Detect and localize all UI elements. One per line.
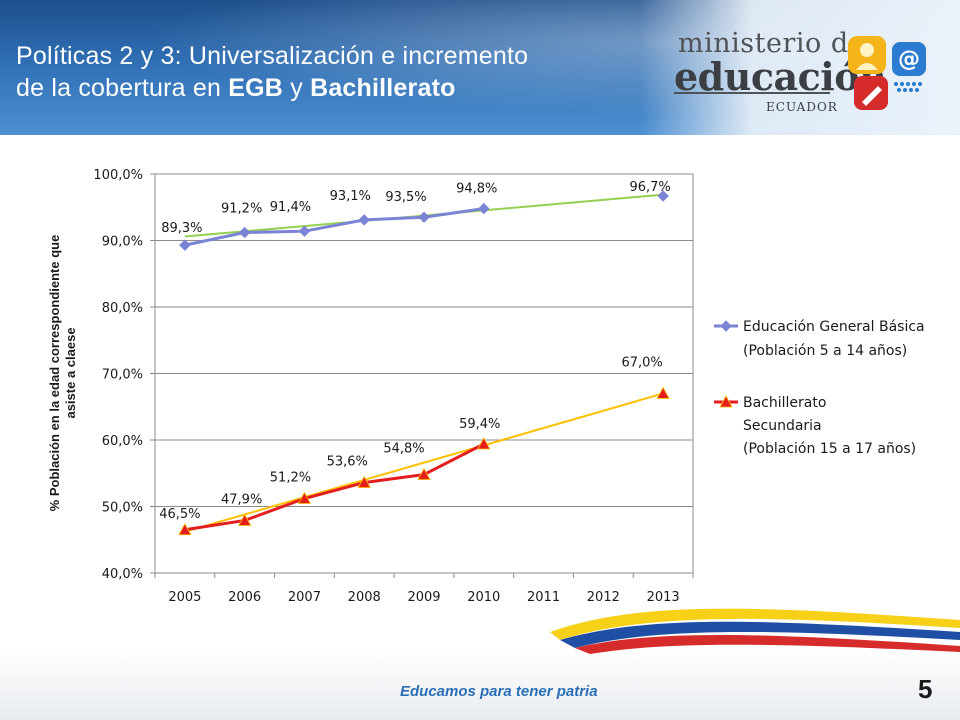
axis-layer: 40,0% 50,0% 60,0% 70,0% 80,0% 90,0% 100,0% 2005… [93,168,694,605]
y-axis-label-line2: asiste a claese [63,327,78,418]
data-label: 94,8% [456,182,497,197]
data-label: 91,4% [270,200,311,215]
x-tick-label: 2005 [168,590,201,605]
data-label: 54,8% [383,442,424,457]
diamond-marker [418,211,430,223]
data-label: 93,5% [385,190,426,205]
diamond-marker [179,239,191,251]
data-label: 91,2% [221,202,262,217]
legend-sublabel-bachillerato-1: Secundaria [743,418,822,434]
diamond-marker [657,190,669,202]
at-sign-icon [892,42,926,76]
legend-sublabel-bachillerato-2: (Población 15 a 17 años) [743,441,916,457]
y-tick-label: 60,0% [102,434,143,449]
triangle-marker [719,395,733,408]
series-1 [178,386,670,536]
data-label: 93,1% [330,189,371,204]
title-line2-a: de la cobertura en [16,74,229,102]
y-tick-label: 70,0% [102,368,143,383]
series-0 [180,191,668,250]
grid-layer [154,173,694,574]
legend-label-egb: Educación General Básica [743,319,925,335]
data-label: 47,9% [221,492,262,507]
footer-tagline: Educamos para tener patria [400,683,598,700]
flag-swoosh-blue [560,621,960,648]
diamond-marker [478,202,490,215]
diamond-marker [358,214,370,226]
logo-rule-left [674,92,830,94]
title-line1: Políticas 2 y 3: Universalización e incr… [16,42,529,70]
data-label: 89,3% [161,221,202,236]
footer-decoration [0,608,960,720]
svg-text:@: @ [898,47,920,72]
diamond-marker [298,225,311,237]
logo-emblems: @ [674,36,926,110]
diamond-marker [238,226,251,239]
x-tick-label: 2008 [348,590,381,605]
triangle-marker [417,467,431,480]
triangle-marker [237,513,252,526]
slide-header: Políticas 2 y 3: Universalización e incr… [0,0,960,135]
flag-swoosh-yellow [550,608,960,640]
data-label: 53,6% [327,455,368,470]
title-line2-b: y [283,74,311,102]
y-tick-label: 80,0% [102,301,143,316]
data-label: 67,0% [621,355,662,370]
ministerio-logo: ministerio de educación ECUADOR @ [670,28,950,118]
chart-legend: Educación General Básica (Población 5 a 1… [714,319,925,457]
diamond-marker [720,320,732,332]
coverage-chart: 40,0% 50,0% 60,0% 70,0% 80,0% 90,0% 100,0% 2005… [47,168,925,605]
title-egb: EGB [228,74,284,102]
y-tick-label: 90,0% [102,235,143,250]
data-label: 51,2% [270,471,311,486]
data-label: 46,5% [159,507,200,522]
series-layer [178,191,670,536]
x-tick-label: 2012 [587,590,620,605]
x-tick-label: 2013 [647,590,680,605]
y-axis-label-line1: % Población en la edad correspondiente q… [47,235,62,512]
x-tick-label: 2010 [467,590,500,605]
dots-icon [894,82,922,92]
slide-number: 5 [918,674,933,704]
x-tick-label: 2009 [407,590,440,605]
y-tick-label: 100,0% [93,168,143,183]
triangle-marker [178,522,192,536]
flag-swoosh-red [575,634,960,654]
legend-sublabel-egb: (Población 5 a 14 años) [743,343,907,359]
logo-line3: ECUADOR [766,100,838,114]
label-layer: 89,3% 91,2% 91,4% 93,1% 93,5% 94,8% 96,7% 46,5%… [159,180,671,522]
trend-line [184,392,664,533]
y-tick-label: 40,0% [102,567,143,582]
data-label: 96,7% [629,180,670,195]
triangle-marker [357,475,371,488]
x-tick-label: 2011 [527,590,560,605]
triangle-marker [656,386,670,399]
slide-title: Políticas 2 y 3: Universalización e incr… [16,40,676,104]
title-bachillerato: Bachillerato [310,74,456,102]
x-tick-label: 2006 [228,590,261,605]
x-tick-label: 2007 [288,590,321,605]
triangle-marker [477,437,491,450]
logo-line1: ministerio de [678,28,866,59]
triangle-marker [297,491,312,504]
legend-label-bachillerato: Bachillerato [743,395,826,411]
y-tick-label: 50,0% [102,501,143,516]
data-label: 59,4% [459,417,500,432]
